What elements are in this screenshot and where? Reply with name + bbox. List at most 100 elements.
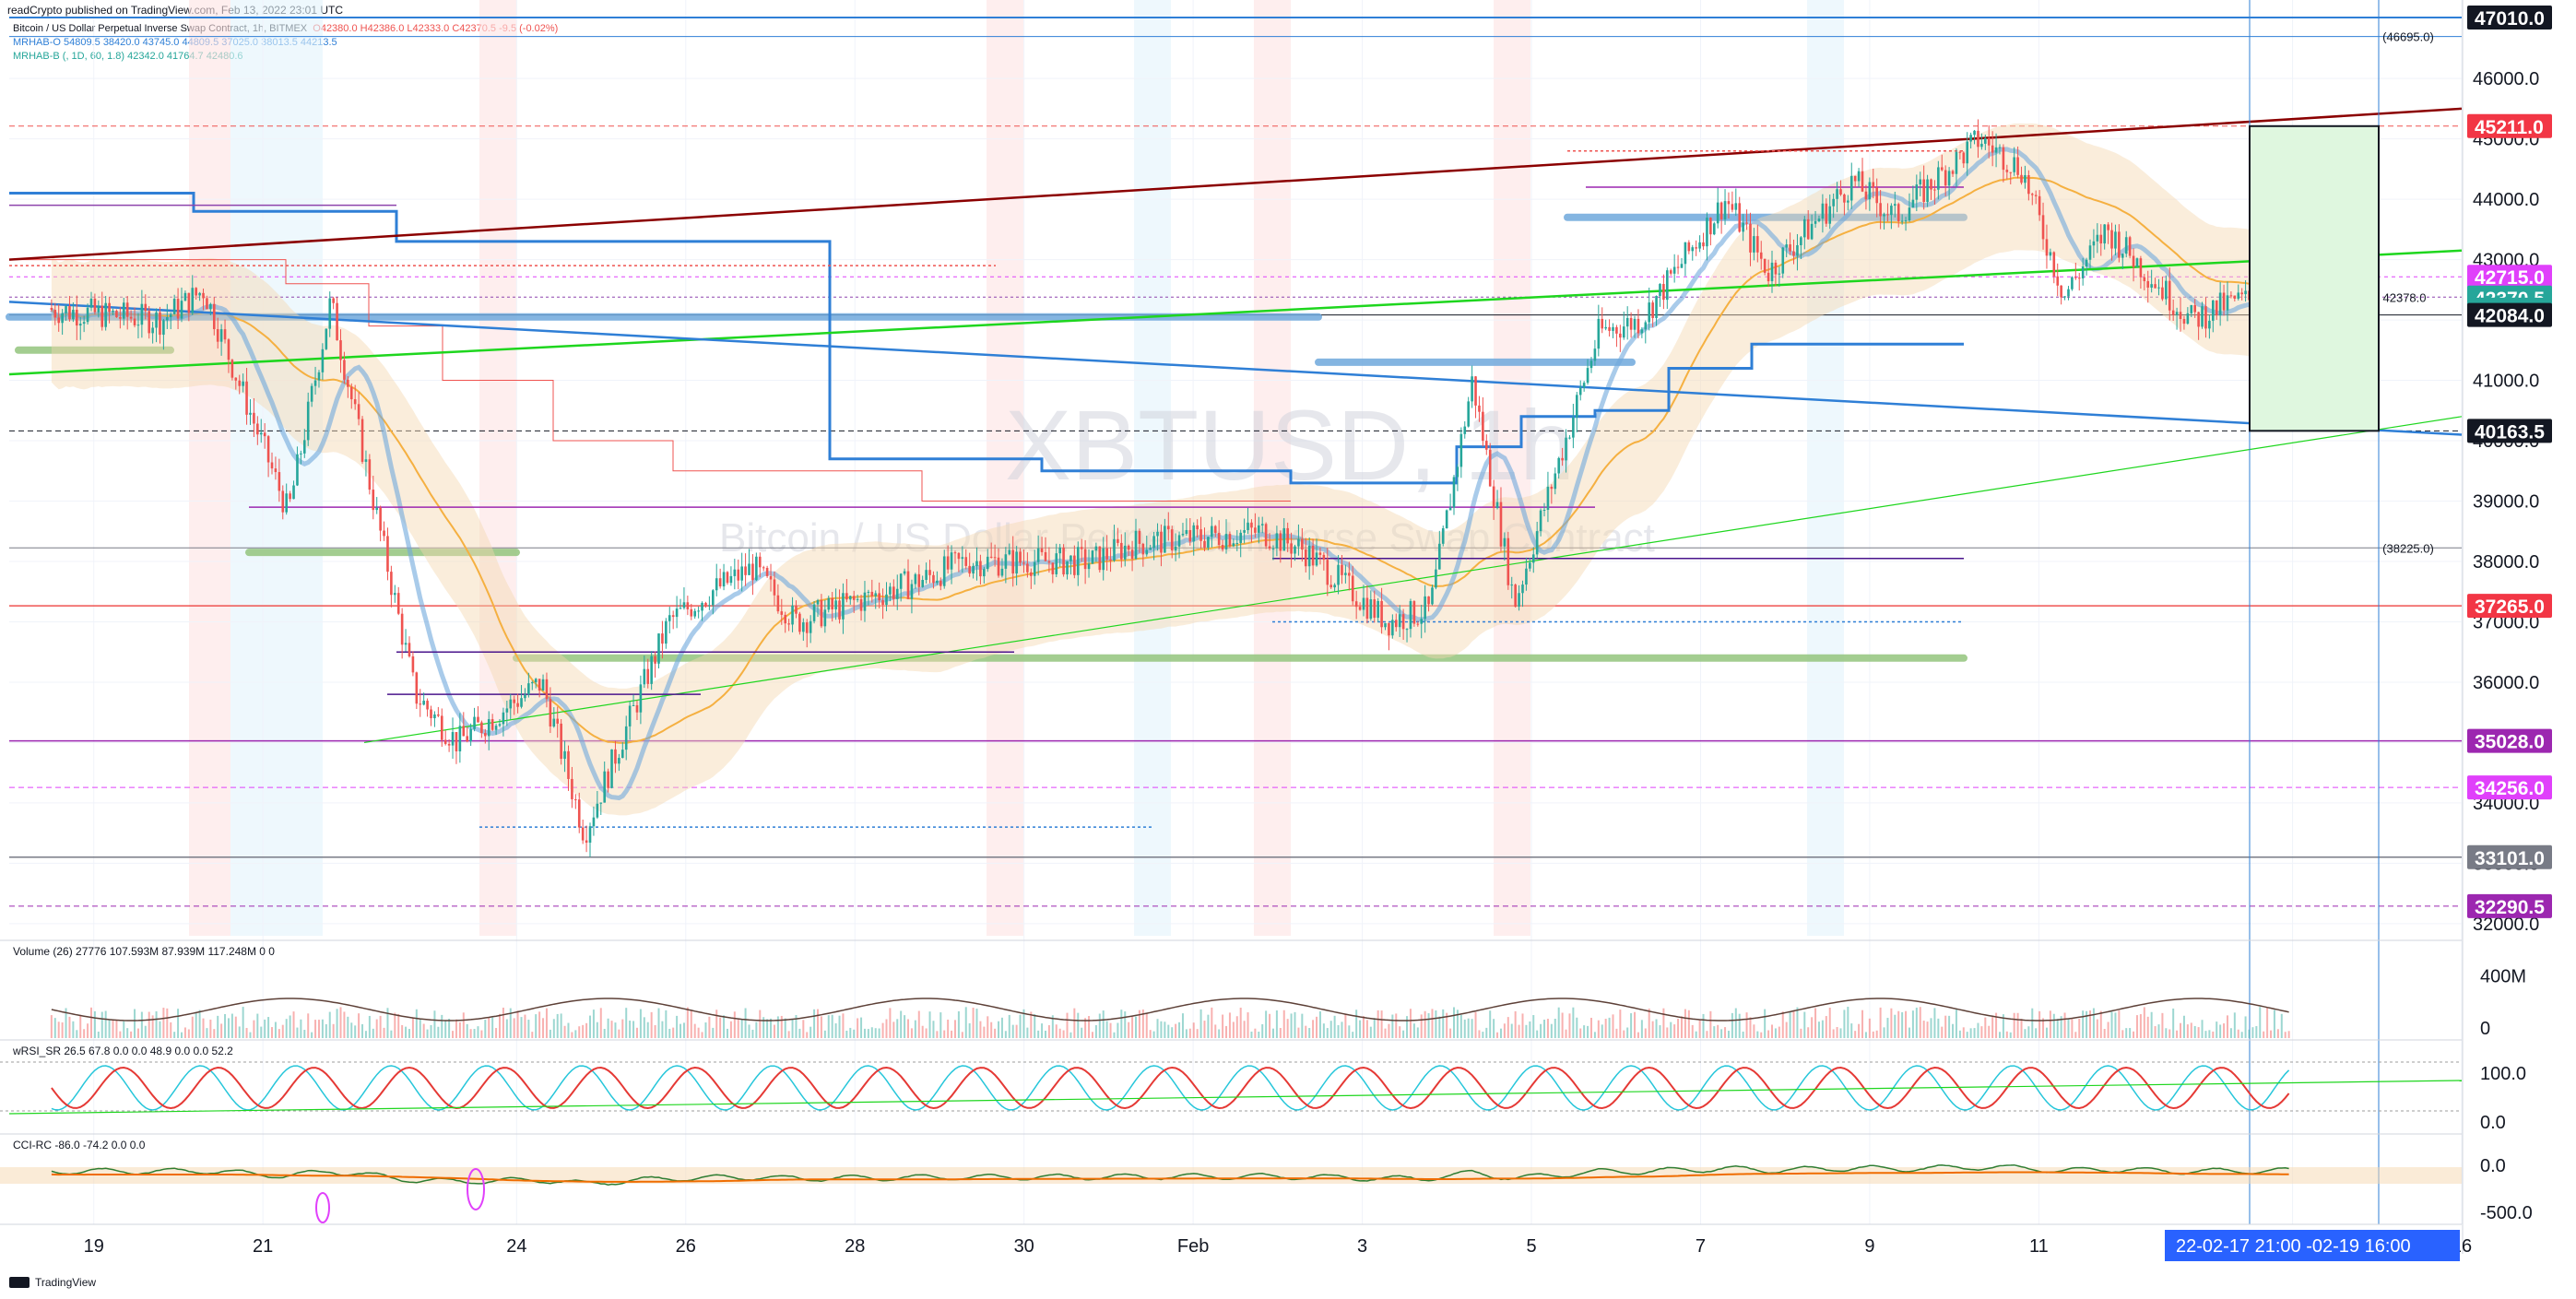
candle [2081,266,2085,278]
candle [1507,537,1510,585]
volume-bar [1858,1023,1861,1038]
candle [1076,547,1080,575]
candle [2128,237,2132,256]
volume-bar [245,1027,248,1038]
candle [650,655,653,684]
volume-bar [1839,1028,1842,1038]
candle [133,318,136,325]
volume-bar [1529,1021,1531,1038]
candle [2041,215,2045,240]
volume-ma-line [51,998,2289,1021]
fast-ma-line [50,147,2289,801]
volume-bar [1406,1016,1409,1038]
volume-bar [375,1019,378,1038]
candle [1141,543,1145,555]
candle [349,386,353,400]
volume-bar [53,1018,56,1038]
volume-bar [264,1019,266,1038]
session-band [987,0,1023,936]
candle [2027,174,2030,195]
candle [477,716,479,723]
candle [50,307,53,311]
volume-bar [2107,1021,2109,1038]
volume-bar [737,1019,739,1038]
candle [1080,547,1083,549]
volume-bar [1677,1018,1680,1038]
time-labels: 22-02-17 21:00 -02-19 16:00 [2165,1230,2460,1261]
rsi-line [51,1066,2290,1110]
candle [925,570,928,581]
volume-bar [2208,1030,2211,1038]
candle [195,288,197,296]
candle [624,726,628,750]
volume-bar [1817,1021,1820,1038]
candle [2212,300,2215,321]
volume-bar [1771,1024,1774,1038]
price-annotation: (46695.0) [2382,30,2434,44]
volume-bar [1565,1029,1567,1038]
volume-bar [170,1021,172,1038]
volume-bar [552,1019,555,1038]
candle [892,586,895,599]
volume-bar [311,1032,313,1038]
time-tick: 5 [1526,1236,1536,1257]
candle [1698,242,1701,249]
volume-bar [1988,1025,1991,1038]
candle [1955,151,1958,174]
volume-bar [990,1021,993,1038]
volume-bar [332,1023,335,1038]
candle [2009,171,2013,173]
volume-bar [1872,1031,1874,1038]
candle [1821,203,1825,219]
candle [545,679,549,700]
candle [2244,290,2247,295]
volume-bar [1149,1030,1152,1038]
volume-bar [1312,1020,1315,1038]
candle [1000,568,1004,576]
projection-box[interactable] [2249,0,2380,1224]
candle [2118,231,2121,258]
candle [635,704,639,713]
volume-bar [502,1007,504,1038]
candle [332,298,335,303]
volume-bar [419,1018,421,1038]
candle [1026,563,1029,573]
candle [1297,538,1300,547]
volume-bar [123,1021,125,1038]
volume-bar [1047,1025,1050,1038]
volume-bar [119,1031,122,1038]
volume-bar [256,1013,259,1038]
candle [2218,292,2222,316]
legend-indicator-2[interactable]: MRHAB-B (, 1D, 60, 1.8) 42342.0 41764.7 … [13,51,243,62]
volume-bar [690,1010,692,1038]
candle [1380,600,1383,628]
candle [1484,441,1488,450]
volume-bar [1756,1031,1759,1038]
volume-bar [889,1008,892,1038]
volume-bar [1359,1020,1362,1038]
volume-bar [144,1025,147,1038]
volume-bar [881,1022,884,1038]
price-axis[interactable]: 46000.045000.044000.043000.042000.041000… [2382,0,2552,1254]
candle [148,311,151,334]
volume-bar [89,1007,92,1038]
session-band [230,0,323,936]
candle [812,604,816,621]
candle [816,600,820,605]
volume-bar [1058,1028,1061,1038]
volume-bar [1344,1013,1347,1038]
candle [1539,510,1542,532]
candle [646,668,650,684]
candle [1102,548,1105,571]
volume-bar [2287,1031,2290,1038]
volume-bar [2270,1030,2273,1038]
volume-bar [2229,1028,2232,1038]
candle [805,622,809,633]
candle [1243,530,1246,533]
volume-bar [607,1018,609,1038]
volume-bar [328,1011,331,1038]
volume-bar [1069,1032,1072,1038]
volume-bar [1554,1018,1556,1038]
time-axis[interactable]: 192124262830Feb357911141622-02-17 21:00 … [0,1223,2472,1261]
